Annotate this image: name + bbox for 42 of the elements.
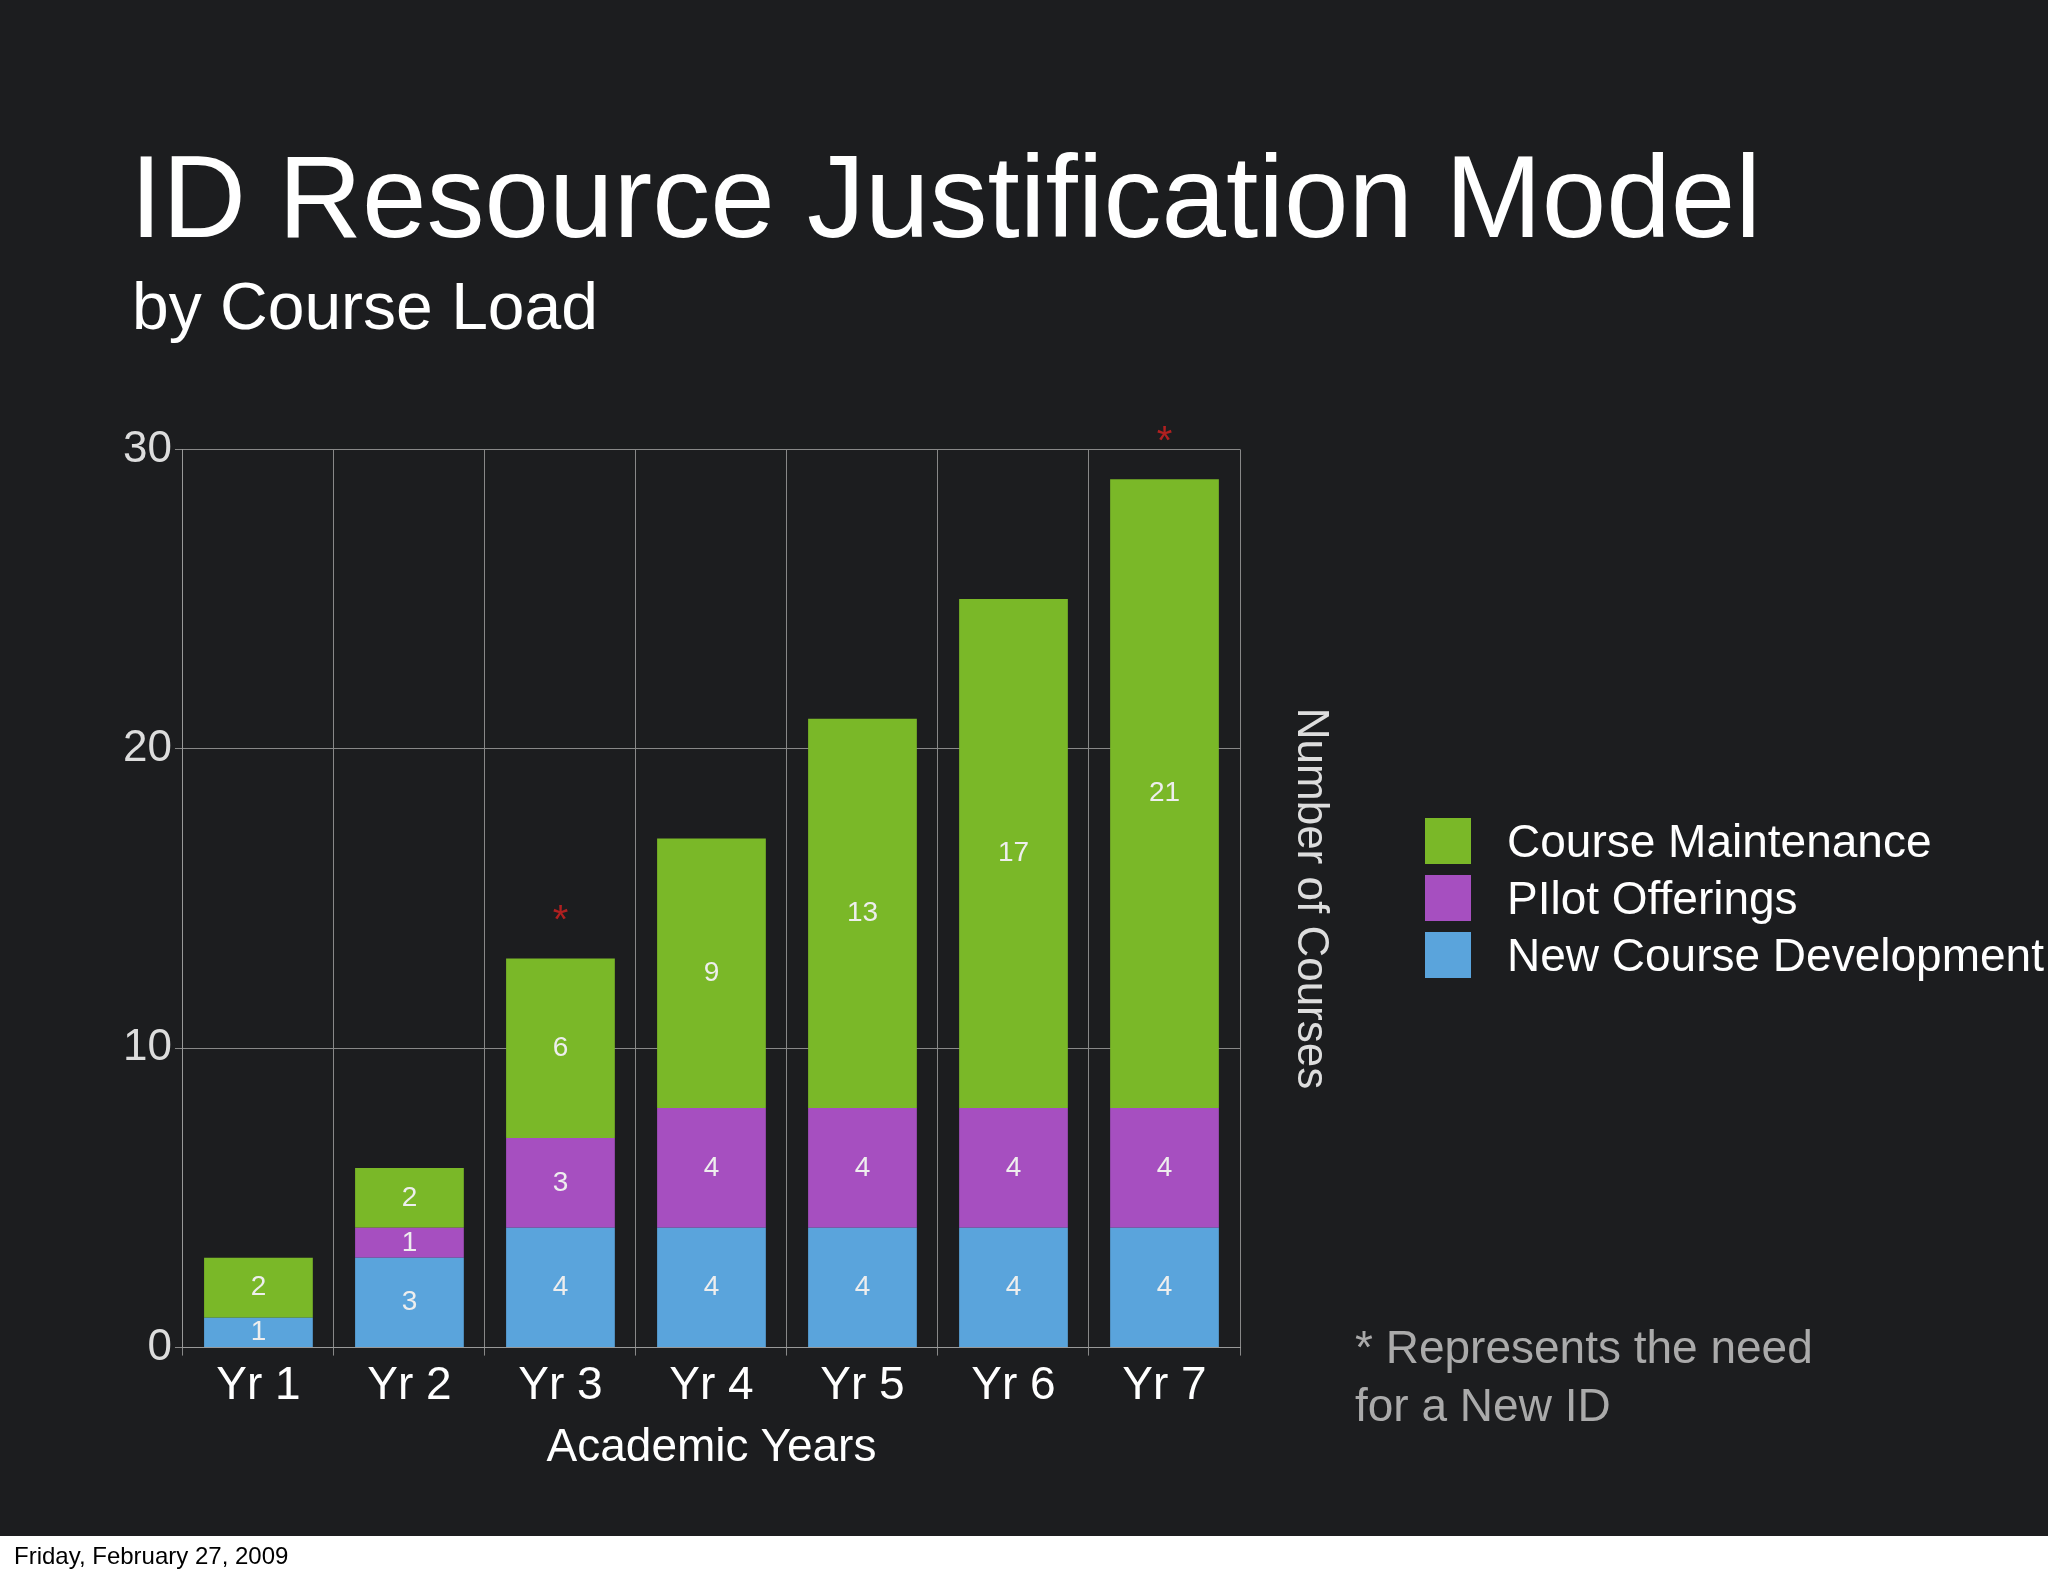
chart-subtitle: by Course Load bbox=[132, 268, 598, 344]
data-label: 4 bbox=[1156, 1150, 1173, 1182]
chart-title: ID Resource Justification Model bbox=[130, 131, 1762, 264]
y-axis-title: Number of Courses bbox=[1288, 707, 1338, 1090]
data-label: 17 bbox=[997, 836, 1030, 868]
y-tick-label: 10 bbox=[122, 1020, 172, 1070]
data-label: 6 bbox=[552, 1030, 569, 1062]
data-label: 9 bbox=[703, 956, 720, 988]
data-label: 2 bbox=[401, 1180, 418, 1212]
data-label: 21 bbox=[1148, 776, 1181, 808]
data-label: 4 bbox=[854, 1150, 871, 1182]
data-label: 4 bbox=[1005, 1150, 1022, 1182]
y-tick-label: 30 bbox=[122, 421, 172, 471]
x-tick-label: Yr 7 bbox=[1122, 1356, 1207, 1409]
data-label: 3 bbox=[401, 1285, 418, 1317]
x-tick-label: Yr 5 bbox=[820, 1356, 905, 1409]
annotation: * bbox=[552, 897, 569, 942]
data-label: 4 bbox=[552, 1270, 569, 1302]
x-tick-label: Yr 2 bbox=[367, 1356, 452, 1409]
text: Friday, February 27, 2009 bbox=[14, 1542, 289, 1570]
data-label: 1 bbox=[401, 1225, 418, 1257]
legend-label: Course Maintenance bbox=[1507, 813, 1932, 868]
x-tick-label: Yr 1 bbox=[216, 1356, 301, 1409]
legend-label: New Course Development bbox=[1507, 927, 2044, 982]
annotation: * bbox=[1156, 418, 1173, 463]
x-axis-title: Academic Years bbox=[546, 1419, 877, 1472]
data-label: 2 bbox=[250, 1270, 267, 1302]
y-tick-label: 0 bbox=[147, 1319, 172, 1369]
text: * Represents the need for a New ID bbox=[1355, 1320, 1814, 1433]
data-label: 4 bbox=[703, 1150, 720, 1182]
data-label: 1 bbox=[250, 1315, 267, 1347]
x-tick-label: Yr 6 bbox=[971, 1356, 1056, 1409]
legend-label: PIlot Offerings bbox=[1507, 870, 1798, 925]
data-label: 4 bbox=[854, 1270, 871, 1302]
data-label: 3 bbox=[552, 1165, 569, 1197]
data-label: 4 bbox=[1005, 1270, 1022, 1302]
y-tick-label: 20 bbox=[122, 720, 172, 770]
x-tick-label: Yr 3 bbox=[518, 1356, 603, 1409]
data-label: 4 bbox=[703, 1270, 720, 1302]
data-label: 4 bbox=[1156, 1270, 1173, 1302]
data-label: 13 bbox=[846, 896, 879, 928]
x-tick-label: Yr 4 bbox=[669, 1356, 754, 1409]
